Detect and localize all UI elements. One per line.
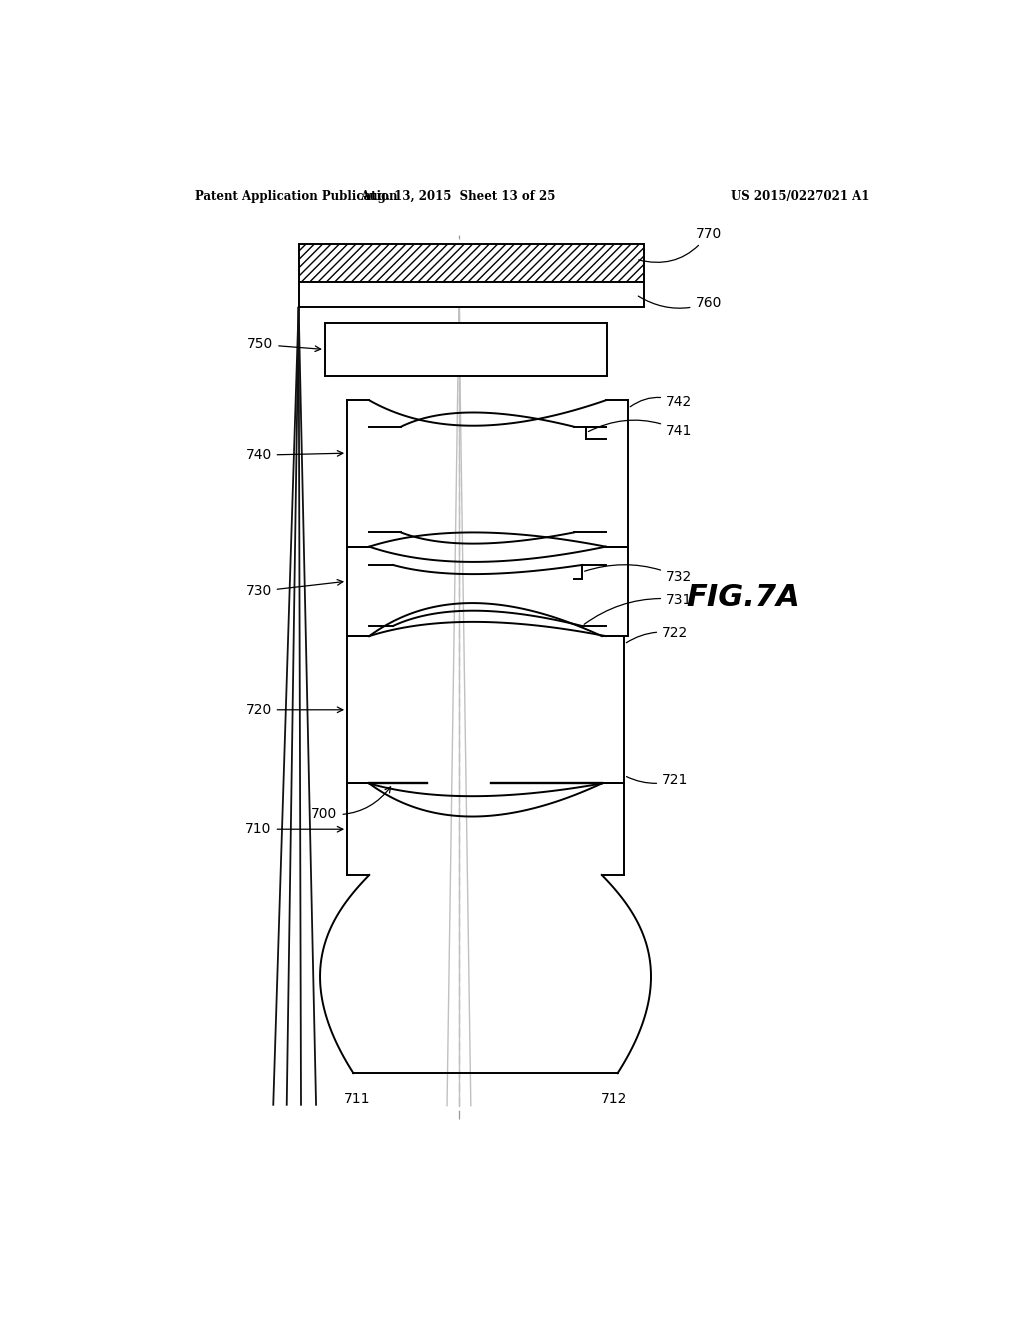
- Text: Patent Application Publication: Patent Application Publication: [196, 190, 398, 202]
- Bar: [325, 323, 606, 376]
- Text: 730: 730: [246, 579, 343, 598]
- Bar: [299, 282, 644, 306]
- Text: 722: 722: [627, 626, 688, 643]
- Text: 721: 721: [627, 774, 688, 788]
- Text: US 2015/0227021 A1: US 2015/0227021 A1: [731, 190, 869, 202]
- Text: 700: 700: [311, 787, 390, 821]
- Text: 711: 711: [344, 1092, 371, 1106]
- Bar: [299, 244, 644, 282]
- Text: 742: 742: [630, 395, 692, 409]
- Text: 741: 741: [589, 420, 692, 438]
- Text: 720: 720: [246, 702, 343, 717]
- Text: 760: 760: [638, 296, 722, 310]
- Text: 740: 740: [246, 449, 343, 462]
- Text: 750: 750: [247, 338, 321, 351]
- Text: 732: 732: [585, 565, 692, 585]
- Text: 731: 731: [584, 593, 692, 624]
- Text: FIG.7A: FIG.7A: [686, 583, 800, 612]
- Text: 710: 710: [246, 822, 343, 837]
- Text: 712: 712: [600, 1092, 627, 1106]
- Text: 770: 770: [639, 227, 722, 263]
- Text: Aug. 13, 2015  Sheet 13 of 25: Aug. 13, 2015 Sheet 13 of 25: [359, 190, 555, 202]
- Bar: [299, 244, 644, 282]
